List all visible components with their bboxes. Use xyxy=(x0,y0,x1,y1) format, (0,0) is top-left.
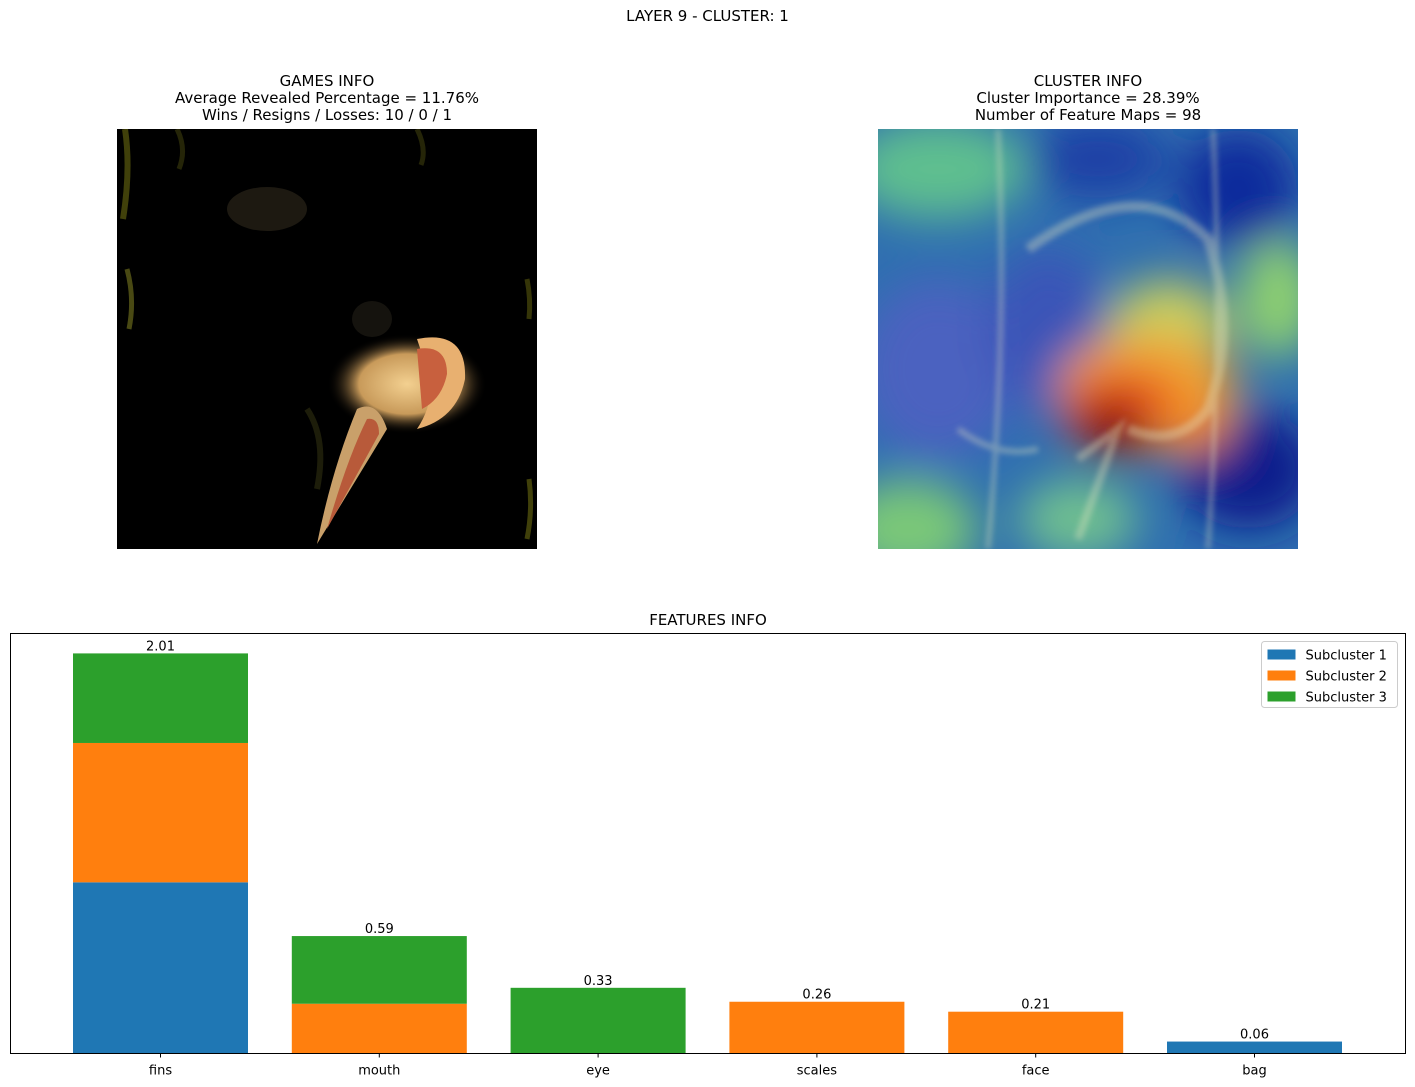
bar-mouth-subcluster-3 xyxy=(291,936,467,1004)
bar-scales-subcluster-2 xyxy=(729,1001,905,1054)
x-tick-label-fins: fins xyxy=(149,1064,172,1079)
bar-fins-subcluster-3 xyxy=(73,653,248,743)
data-label-fins: 2.01 xyxy=(146,639,175,654)
legend-swatch-subcluster-3 xyxy=(1267,691,1296,702)
average-revealed-percentage: Average Revealed Percentage = 11.76% xyxy=(174,89,479,107)
x-tick-label-mouth: mouth xyxy=(358,1064,400,1079)
revealed-image xyxy=(117,129,537,549)
legend-label-subcluster-2: Subcluster 2 xyxy=(1306,670,1387,685)
bar-eye-subcluster-3 xyxy=(510,987,686,1054)
number-of-feature-maps: Number of Feature Maps = 98 xyxy=(974,106,1202,124)
data-label-bag: 0.06 xyxy=(1240,1028,1269,1043)
data-label-scales: 0.26 xyxy=(802,988,831,1003)
bar-fins-subcluster-2 xyxy=(73,742,248,883)
data-label-mouth: 0.59 xyxy=(365,922,394,937)
legend-swatch-subcluster-1 xyxy=(1267,649,1296,660)
x-tick-label-eye: eye xyxy=(586,1064,610,1079)
bar-fins-subcluster-1 xyxy=(73,882,248,1054)
legend-swatch-subcluster-2 xyxy=(1267,670,1296,681)
bar-face-subcluster-2 xyxy=(948,1011,1124,1054)
wins-resigns-losses: Wins / Resigns / Losses: 10 / 0 / 1 xyxy=(201,106,453,124)
x-tick-label-bag: bag xyxy=(1242,1064,1266,1079)
cluster-importance: Cluster Importance = 28.39% xyxy=(976,89,1200,107)
legend-label-subcluster-1: Subcluster 1 xyxy=(1306,649,1387,664)
features-info-title: FEATURES INFO xyxy=(649,611,767,629)
data-label-eye: 0.33 xyxy=(584,974,613,989)
plot-frame xyxy=(10,633,1406,1054)
x-tick-label-scales: scales xyxy=(797,1064,837,1079)
bar-bag-subcluster-1 xyxy=(1167,1041,1342,1054)
cluster-info-title: CLUSTER INFO xyxy=(1033,72,1143,90)
figure-title: LAYER 9 - CLUSTER: 1 xyxy=(626,7,789,25)
data-label-face: 0.21 xyxy=(1021,998,1050,1013)
x-tick-label-face: face xyxy=(1022,1064,1050,1079)
heatmap-image xyxy=(878,129,1298,549)
games-info-title-block: GAMES INFO Average Revealed Percentage =… xyxy=(117,73,537,124)
games-info-title: GAMES INFO xyxy=(279,72,375,90)
bar-mouth-subcluster-2 xyxy=(291,1003,467,1054)
cluster-info-title-block: CLUSTER INFO Cluster Importance = 28.39%… xyxy=(878,73,1298,124)
legend-label-subcluster-3: Subcluster 3 xyxy=(1306,691,1387,706)
